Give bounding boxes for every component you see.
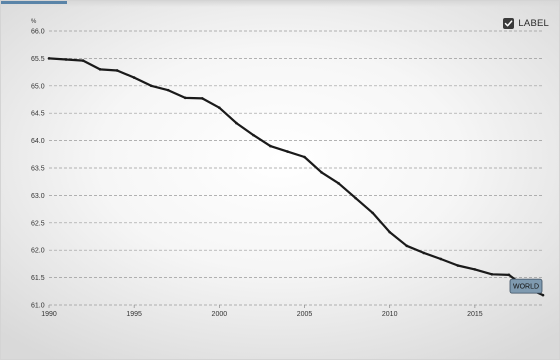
data-point	[371, 211, 374, 215]
data-point	[303, 155, 306, 159]
data-point	[354, 196, 357, 200]
data-point	[115, 69, 119, 72]
data-point	[132, 76, 136, 79]
end-label-box	[509, 278, 543, 294]
x-tick-label: 2005	[297, 311, 313, 318]
data-point	[422, 251, 426, 255]
data-point	[405, 244, 409, 248]
data-point	[166, 88, 170, 92]
data-point	[439, 257, 443, 261]
data-point	[388, 230, 391, 234]
y-tick-label: 64.5	[31, 111, 45, 118]
series-end-label: WORLD	[509, 278, 543, 294]
y-tick-label: 61.5	[31, 275, 45, 282]
checkmark-icon	[505, 20, 513, 27]
legend-label: LABEL	[518, 18, 549, 29]
legend-checkbox[interactable]	[503, 18, 515, 29]
data-point	[252, 133, 255, 137]
series-layer: WORLD	[47, 57, 545, 297]
x-tick-label: 2010	[382, 311, 398, 318]
legend-toggle[interactable]: LABEL	[503, 18, 549, 29]
end-label-text: WORLD	[513, 284, 539, 291]
data-point	[81, 59, 85, 62]
data-point	[337, 182, 340, 185]
y-tick-label: 61.0	[31, 303, 45, 310]
data-point	[541, 293, 545, 297]
x-tick-label: 2000	[212, 311, 228, 318]
data-point	[183, 96, 187, 100]
gridlines	[49, 30, 543, 306]
data-point	[218, 106, 221, 110]
x-tick-label: 1995	[126, 311, 142, 318]
y-tick-label: 63.0	[31, 193, 45, 200]
x-tick-label: 1990	[41, 311, 57, 318]
panel-top-band	[1, 1, 559, 7]
y-tick-label: 63.5	[31, 166, 45, 173]
data-point	[269, 144, 272, 148]
data-point	[64, 58, 68, 61]
data-point	[98, 68, 102, 71]
y-tick-label: 66.0	[31, 29, 45, 36]
data-point	[286, 150, 289, 153]
y-tick-label: 62.0	[31, 248, 45, 255]
series-line-world	[47, 57, 545, 297]
y-tick-label: 62.5	[31, 220, 45, 227]
axis-labels: 61.0 61.5 62.0 62.5 63.0 63.5 64.0 64.5 65.0 65.5…	[31, 19, 483, 318]
x-tick-label: 2015	[467, 311, 483, 318]
y-axis-unit-label: %	[31, 19, 37, 25]
data-point	[456, 264, 460, 267]
y-tick-label: 65.5	[31, 56, 45, 63]
data-point	[149, 84, 153, 88]
data-point	[235, 121, 238, 125]
active-tab-indicator	[1, 1, 67, 4]
y-tick-label: 64.0	[31, 138, 45, 145]
data-point	[507, 273, 511, 277]
data-point	[47, 57, 51, 60]
y-tick-label: 65.0	[31, 83, 45, 90]
data-point	[473, 268, 477, 271]
data-point	[490, 273, 494, 276]
data-point	[201, 97, 204, 100]
data-point	[320, 171, 323, 174]
